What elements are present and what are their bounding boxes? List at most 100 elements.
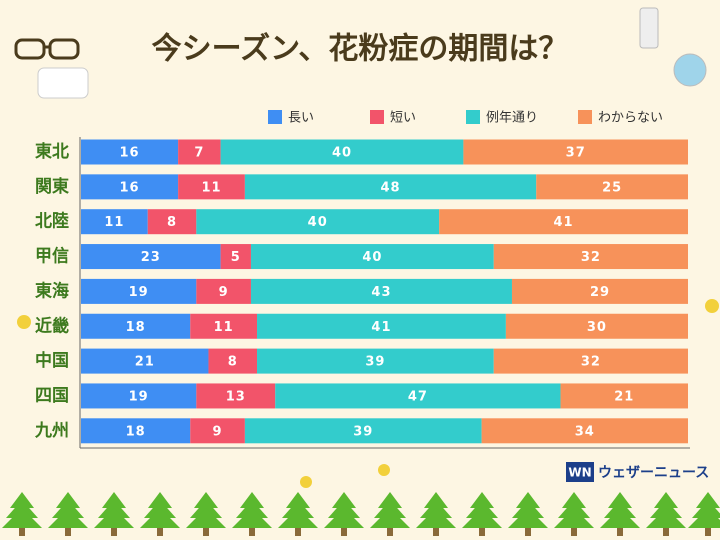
legend-label: 短い (390, 111, 416, 126)
legend-swatch (578, 110, 592, 124)
data-label: 39 (353, 424, 373, 439)
data-label: 13 (226, 389, 246, 404)
data-label: 16 (120, 180, 140, 195)
bar-segment (439, 209, 688, 235)
logo: WN (568, 466, 591, 480)
bar-segment (81, 139, 179, 165)
y-tick-label: 九州 (34, 421, 69, 441)
y-tick-label: 中国 (35, 350, 69, 371)
data-label: 41 (554, 215, 574, 230)
data-label: 34 (575, 424, 595, 439)
source: ウェザーニュース (598, 465, 709, 481)
bar-segment (81, 278, 197, 304)
data-label: 11 (104, 215, 124, 230)
bar-segment (244, 418, 482, 444)
data-label: 30 (587, 320, 607, 335)
decoration-trees (2, 492, 720, 536)
bar-segment (244, 174, 537, 200)
decoration-pollen (17, 315, 31, 329)
data-label: 47 (408, 389, 428, 404)
bar-segment (463, 139, 688, 165)
bar-segment (250, 244, 494, 270)
bar-segment (147, 209, 197, 235)
data-label: 39 (365, 355, 385, 370)
legend-swatch (466, 110, 480, 124)
y-tick-label: 東海 (35, 280, 69, 301)
data-label: 43 (371, 285, 391, 300)
data-label: 11 (201, 180, 221, 195)
bar-segment (481, 418, 688, 444)
decoration-pollen (705, 299, 719, 313)
data-label: 18 (126, 424, 146, 439)
bar-segment (81, 348, 209, 374)
data-label: 29 (590, 285, 610, 300)
bar-segment (208, 348, 258, 374)
decoration-bottle (639, 7, 659, 49)
data-label: 21 (135, 355, 155, 370)
bar-segment (196, 209, 440, 235)
legend-swatch (268, 110, 282, 124)
data-label: 32 (581, 355, 601, 370)
data-label: 5 (231, 250, 241, 265)
data-label: 37 (566, 146, 586, 161)
logo-box (566, 462, 594, 482)
data-label: 40 (332, 146, 352, 161)
bar-segment (220, 244, 251, 270)
y-tick-label: 関東 (35, 176, 69, 197)
bar-segment (81, 174, 179, 200)
data-label: 19 (129, 285, 149, 300)
bar-segment (511, 278, 688, 304)
data-label: 23 (141, 250, 161, 265)
data-label: 18 (126, 320, 146, 335)
bar-segment (81, 383, 197, 409)
decoration-glasses (14, 38, 80, 60)
bar-segment (196, 383, 276, 409)
bar-segment (196, 278, 251, 304)
data-label: 19 (129, 389, 149, 404)
data-label: 41 (371, 320, 391, 335)
bar-segment (220, 139, 464, 165)
data-label: 11 (214, 320, 234, 335)
decoration-bottle (673, 53, 707, 87)
bar-segment (178, 139, 221, 165)
bar-segment (536, 174, 688, 200)
bar-segment (81, 418, 191, 444)
bar-segment (190, 313, 258, 339)
data-label: 8 (167, 215, 177, 230)
bar-segment (275, 383, 561, 409)
legend-label: 例年通り (486, 111, 538, 126)
bar-segment (81, 313, 191, 339)
bar-segment (505, 313, 688, 339)
decoration-pollen (378, 464, 390, 476)
bar-segment (560, 383, 688, 409)
bar-segment (190, 418, 245, 444)
bar-segment (493, 244, 688, 270)
bar-segment (250, 278, 512, 304)
legend-label: 長い (288, 111, 314, 126)
data-label: 48 (381, 180, 401, 195)
y-tick-label: 近畿 (35, 315, 69, 336)
decoration-pollen (300, 476, 312, 488)
data-label: 16 (120, 146, 140, 161)
data-label: 9 (213, 424, 223, 439)
y-tick-label: 甲信 (35, 246, 69, 267)
title: 今シーズン、花粉症の期間は？ (152, 32, 569, 67)
bar-segment (493, 348, 688, 374)
data-label: 32 (581, 250, 601, 265)
bar-segment (81, 209, 148, 235)
data-label: 7 (194, 146, 204, 161)
data-label: 40 (308, 215, 328, 230)
data-label: 8 (228, 355, 238, 370)
y-tick-label: 東北 (35, 141, 69, 162)
data-label: 9 (219, 285, 229, 300)
bar-segment (257, 348, 494, 374)
bar-segment (81, 244, 221, 270)
decoration-mask (37, 67, 89, 99)
y-tick-label: 北陸 (35, 211, 69, 232)
data-label: 21 (614, 389, 634, 404)
bar-segment (257, 313, 506, 339)
bar-segment (178, 174, 245, 200)
data-label: 40 (362, 250, 382, 265)
legend-label: わからない (598, 111, 663, 126)
